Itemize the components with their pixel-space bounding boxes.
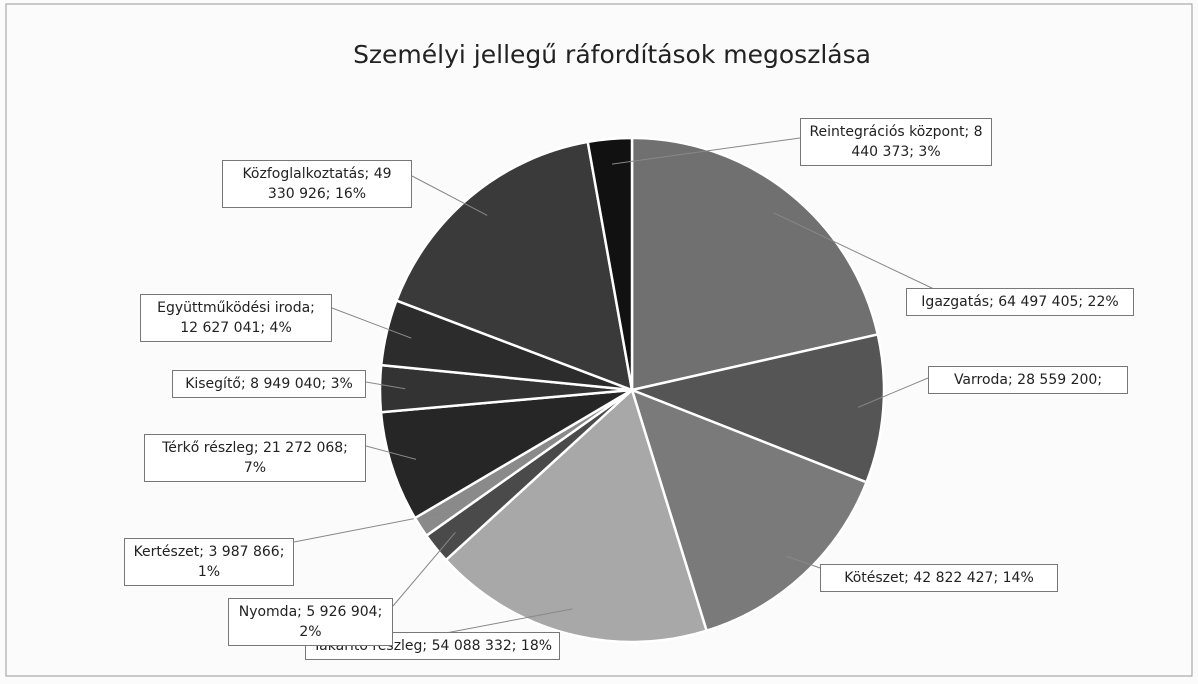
pie-slice bbox=[379, 388, 633, 520]
pie-slice bbox=[586, 136, 634, 391]
pie-slice bbox=[627, 332, 886, 484]
chart-title: Személyi jellegű ráfordítások megoszlása bbox=[353, 40, 871, 69]
data-label: Nyomda; 5 926 904; 2% bbox=[228, 598, 393, 646]
data-label: Együttműködési iroda; 12 627 041; 4% bbox=[140, 294, 332, 342]
leader-line bbox=[411, 175, 488, 216]
data-label: Reintegrációs központ; 8 440 373; 3% bbox=[800, 118, 992, 166]
leader-line bbox=[786, 555, 827, 571]
leader-line bbox=[857, 377, 929, 408]
leader-line bbox=[429, 608, 573, 637]
leader-line bbox=[611, 137, 801, 165]
pie-slice bbox=[394, 140, 634, 392]
leader-line bbox=[773, 212, 937, 291]
data-label: Térkő részleg; 21 272 068; 7% bbox=[144, 434, 366, 482]
data-label: Varroda; 28 559 200; bbox=[928, 366, 1128, 394]
data-label: Közfoglalkoztatás; 49 330 926; 16% bbox=[222, 160, 412, 208]
pie-slice bbox=[444, 387, 709, 644]
chart-border bbox=[5, 3, 1193, 677]
leader-line bbox=[331, 307, 412, 339]
leader-line bbox=[365, 381, 406, 390]
pie-slice bbox=[630, 387, 869, 633]
data-label: Igazgatás; 64 497 405; 22% bbox=[906, 288, 1134, 316]
data-label: Kertészet; 3 987 866; 1% bbox=[124, 538, 294, 586]
pie-slice bbox=[630, 136, 880, 392]
leader-line bbox=[392, 532, 456, 607]
data-label: Kisegítő; 8 949 040; 3% bbox=[172, 370, 366, 398]
data-label: Kötészet; 42 822 427; 14% bbox=[820, 564, 1058, 592]
leader-line bbox=[365, 445, 417, 460]
